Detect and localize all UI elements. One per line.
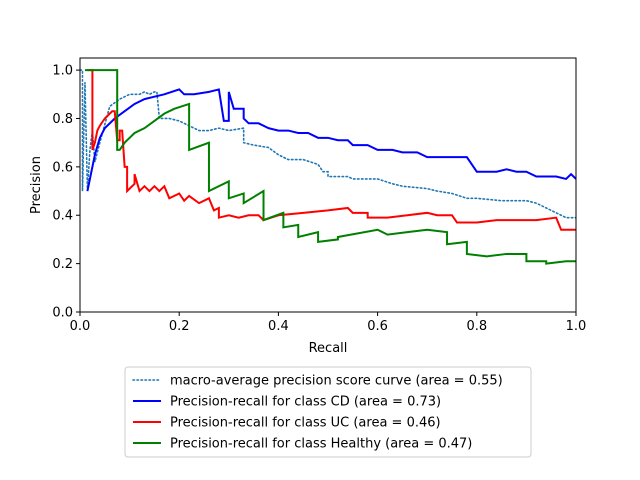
x-tick-label-0: 0.0	[70, 319, 91, 334]
x-tick-label-5: 1.0	[566, 319, 587, 334]
legend: macro-average precision score curve (are…	[125, 367, 531, 457]
x-tick-label-3: 0.6	[367, 319, 388, 334]
y-tick-label-1: 0.2	[52, 257, 73, 272]
legend-label-0: macro-average precision score curve (are…	[170, 374, 503, 389]
x-axis-label: Recall	[309, 341, 348, 356]
y-tick-label-3: 0.6	[52, 160, 73, 175]
legend-label-3: Precision-recall for class Healthy (area…	[170, 437, 472, 452]
legend-label-2: Precision-recall for class UC (area = 0.…	[170, 416, 441, 431]
x-tick-label-4: 0.8	[466, 319, 487, 334]
y-tick-label-2: 0.4	[52, 209, 73, 224]
y-tick-label-5: 1.0	[52, 64, 73, 79]
y-tick-label-4: 0.8	[52, 112, 73, 127]
x-tick-label-2: 0.4	[268, 319, 289, 334]
x-tick-label-1: 0.2	[169, 319, 190, 334]
legend-label-1: Precision-recall for class CD (area = 0.…	[170, 395, 441, 410]
y-axis-label: Precision	[29, 156, 44, 214]
